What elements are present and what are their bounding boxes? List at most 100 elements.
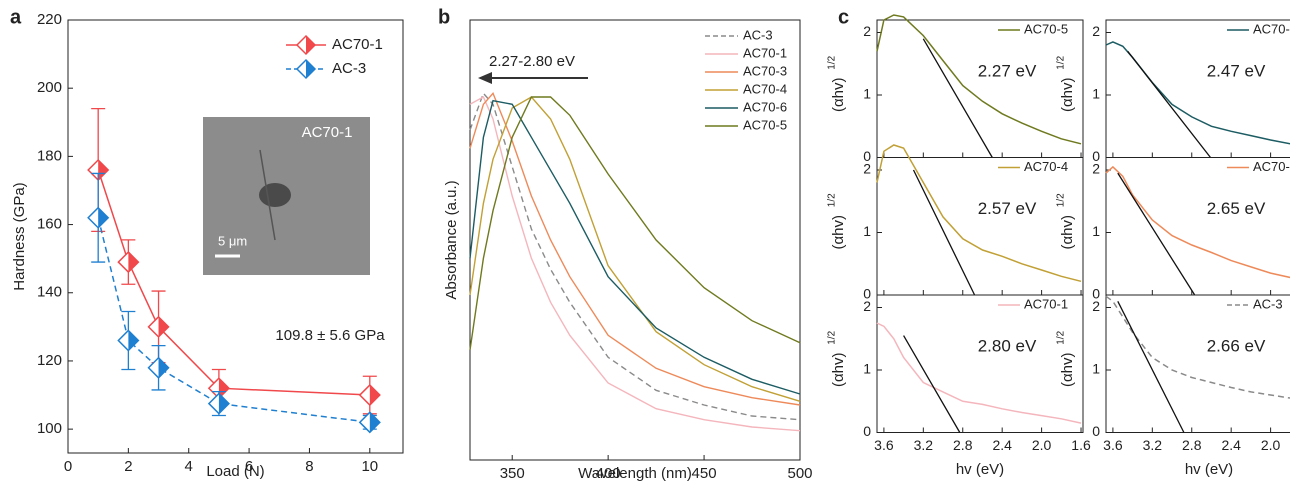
x-tick-label: 6 (245, 458, 253, 475)
curve (876, 322, 1082, 424)
x-axis-label: Wavelength (nm) (578, 465, 692, 481)
fit-line (97, 217, 370, 424)
y-axis-label-exponent: 1/2 (827, 330, 838, 344)
legend-label: AC70-6 (743, 99, 787, 114)
tangent-line (1117, 301, 1185, 433)
legend-label: AC70-3 (1253, 159, 1290, 174)
y-axis-label: (αhv) (1059, 215, 1076, 250)
plot-frame (1105, 157, 1290, 296)
band-gap: 2.65 eV (1207, 199, 1266, 218)
marker-fill (128, 252, 139, 273)
y-tick-label: 200 (37, 79, 62, 96)
y-tick-label: 100 (37, 420, 62, 437)
x-tick-label: 3.2 (914, 437, 934, 453)
y-tick-label: 2 (1092, 161, 1100, 177)
band-gap: 2.47 eV (1207, 61, 1266, 80)
y-tick-label: 1 (1092, 86, 1100, 102)
x-tick-label: 2.4 (1221, 437, 1241, 453)
curve (469, 91, 801, 421)
marker-fill (98, 207, 109, 228)
plot-frame (1105, 294, 1290, 433)
curve (469, 96, 801, 402)
x-tick-label: 350 (500, 465, 525, 481)
y-axis-label: (αhv) (830, 77, 847, 112)
y-tick-label: 2 (863, 161, 871, 177)
x-tick-label: 3.2 (1143, 437, 1163, 453)
y-tick-label: 160 (37, 216, 62, 233)
x-axis-label: Load (N) (206, 463, 264, 480)
band-gap: 2.80 eV (978, 336, 1037, 355)
marker-fill (369, 412, 380, 433)
y-tick-label: 1 (1092, 223, 1100, 239)
x-tick-label: 3.6 (1103, 437, 1123, 453)
y-axis-label-exponent: 1/2 (1056, 55, 1067, 69)
plot-frame (67, 19, 404, 454)
y-axis-label-exponent: 1/2 (827, 193, 838, 207)
y-tick-label: 120 (37, 352, 62, 369)
x-tick-label: 10 (361, 458, 378, 475)
y-tick-label: 1 (863, 86, 871, 102)
indent-mark (259, 183, 291, 207)
annotation: 2.27-2.80 eV (489, 53, 575, 70)
x-tick-label: 0 (64, 458, 72, 475)
marker-fill (158, 316, 169, 337)
x-tick-label: 4 (185, 458, 193, 475)
legend-label: AC-3 (1253, 296, 1283, 311)
y-axis-label: (αhv) (830, 352, 847, 387)
y-axis-label-exponent: 1/2 (1056, 330, 1067, 344)
x-tick-label: 2.8 (953, 437, 973, 453)
curve (469, 96, 801, 351)
marker-fill (158, 357, 169, 378)
inset-label: AC70-1 (302, 124, 353, 141)
panel-label: b (438, 6, 450, 28)
legend-marker-fill (306, 36, 315, 54)
y-tick-label: 2 (1092, 23, 1100, 39)
legend-marker-fill (306, 60, 315, 78)
x-tick-label: 2.0 (1261, 437, 1281, 453)
plot-frame (876, 157, 1084, 296)
x-tick-label: 2.4 (992, 437, 1012, 453)
legend-label: AC70-4 (743, 81, 787, 96)
tangent-line (903, 335, 961, 433)
y-tick-label: 2 (1092, 298, 1100, 314)
x-tick-label: 3.6 (874, 437, 894, 453)
plot-frame (876, 294, 1084, 433)
x-axis-label: hv (eV) (1185, 461, 1233, 478)
legend-label: AC-3 (743, 27, 773, 42)
x-axis-label: hv (eV) (956, 461, 1004, 478)
annotation: 109.8 ± 5.6 GPa (275, 327, 385, 344)
band-gap: 2.57 eV (978, 199, 1037, 218)
tangent-line (922, 38, 993, 158)
x-tick-label: 2.8 (1182, 437, 1202, 453)
y-axis-label: (αhv) (830, 215, 847, 250)
x-tick-label: 400 (596, 465, 621, 481)
y-tick-label: 0 (1092, 423, 1100, 439)
legend-label: AC70-1 (743, 45, 787, 60)
y-axis-label: (αhv) (1059, 77, 1076, 112)
x-tick-label: 2.0 (1032, 437, 1052, 453)
curve (876, 14, 1082, 145)
y-tick-label: 2 (863, 23, 871, 39)
y-axis-label: (αhv) (1059, 352, 1076, 387)
y-tick-label: 0 (863, 286, 871, 302)
y-tick-label: 0 (1092, 286, 1100, 302)
panel-label: c (838, 6, 849, 28)
curve (1105, 295, 1290, 399)
y-tick-label: 2 (863, 298, 871, 314)
arrow-head (478, 72, 492, 84)
x-tick-label: 2 (124, 458, 132, 475)
x-tick-label: 500 (787, 465, 812, 481)
y-tick-label: 1 (863, 361, 871, 377)
marker-fill (128, 330, 139, 351)
y-tick-label: 180 (37, 147, 62, 164)
y-axis-label: Absorbance (a.u.) (443, 180, 460, 299)
legend-label: AC70-5 (743, 117, 787, 132)
tangent-line (1127, 50, 1212, 158)
curve (469, 91, 801, 406)
curve (469, 96, 801, 432)
y-axis-label-exponent: 1/2 (827, 55, 838, 69)
panel-label: a (10, 6, 22, 28)
legend-label: AC70-3 (743, 63, 787, 78)
curve (1105, 41, 1290, 145)
